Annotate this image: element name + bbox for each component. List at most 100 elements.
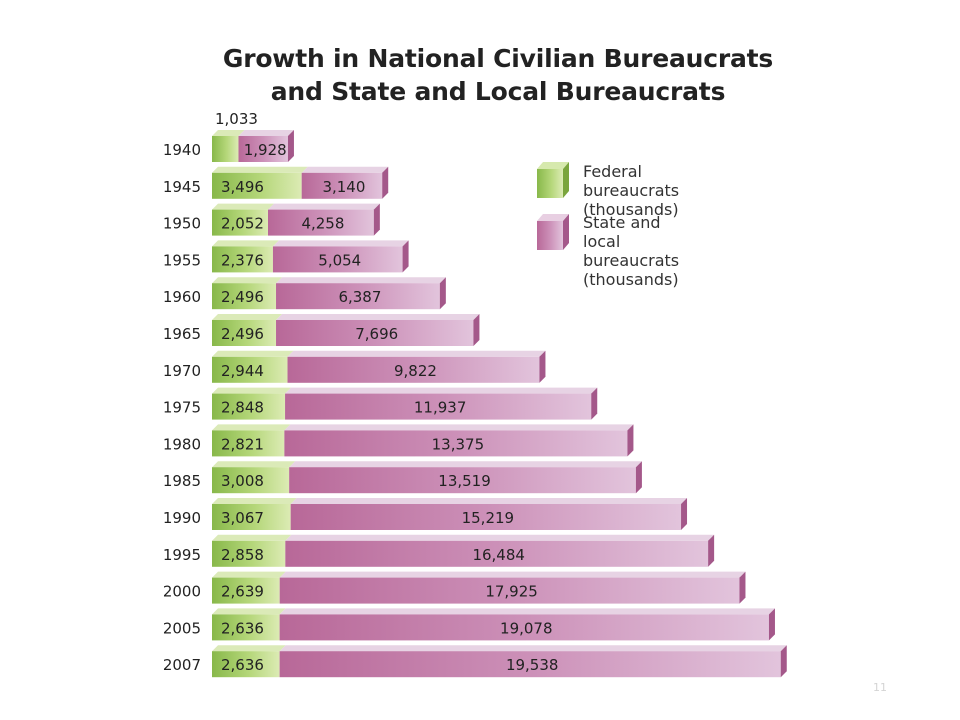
bar-side — [768, 608, 775, 641]
bar-top-state-local — [290, 498, 688, 504]
bar-state-local — [272, 246, 403, 273]
bar-top-state-local — [279, 608, 775, 615]
year-label: 1980 — [163, 435, 201, 453]
legend-state-local-line1: State and local bureaucrats — [583, 213, 680, 270]
bar-state-local — [276, 320, 474, 346]
bar-side — [780, 645, 787, 678]
bar-top-state-local — [279, 645, 787, 652]
bar-top-state-local — [289, 461, 642, 468]
state-local-value-label: 3,140 — [322, 178, 365, 196]
year-label: 2007 — [163, 656, 201, 674]
state-local-value-label: 16,484 — [472, 546, 525, 564]
federal-value-label: 2,376 — [221, 251, 264, 269]
legend-federal-swatch — [537, 162, 569, 198]
bar-top-state-local — [279, 571, 746, 578]
bar-federal — [212, 209, 268, 236]
bar-top-state-local — [238, 130, 294, 136]
bar-federal — [212, 504, 291, 530]
state-local-value-label: 17,925 — [485, 583, 538, 601]
federal-value-label: 2,496 — [221, 325, 264, 343]
bar-top-state-local — [285, 387, 598, 394]
bar-side — [739, 571, 746, 604]
federal-value-label: 2,639 — [221, 583, 264, 601]
bar-side — [287, 130, 294, 162]
state-local-value-label: 6,387 — [338, 288, 381, 306]
federal-value-label: 2,052 — [221, 215, 264, 233]
bar-top-federal — [212, 461, 296, 468]
federal-value-label: 2,636 — [221, 656, 264, 674]
bar-top-state-local — [284, 424, 634, 431]
bar-federal — [212, 283, 277, 310]
bar-top-federal — [212, 645, 286, 652]
bar-state-local — [285, 393, 592, 420]
legend-federal-line1: Federal bureaucrats — [583, 162, 680, 200]
chart-title: Growth in National Civilian Bureaucrats … — [0, 42, 960, 108]
bar-state-local — [276, 283, 440, 310]
bar-top-federal — [212, 608, 286, 615]
federal-value-label: 2,496 — [221, 288, 264, 306]
state-local-value-label: 13,519 — [438, 472, 491, 490]
year-label: 1950 — [163, 215, 201, 233]
bar-top-federal — [212, 571, 286, 578]
bar-top-state-local — [276, 314, 480, 320]
bar-top-federal — [212, 387, 292, 394]
bar-side — [591, 387, 598, 420]
bar-top-state-local — [301, 166, 389, 173]
federal-value-label: 2,944 — [221, 362, 264, 380]
bar-state-local — [279, 614, 769, 641]
bar-side — [373, 203, 380, 236]
bar-state-local — [279, 577, 740, 604]
bar-state-local — [268, 209, 374, 236]
state-local-value-label: 15,219 — [462, 509, 515, 527]
bar-top-federal — [212, 350, 294, 357]
bar-top-federal — [212, 498, 297, 504]
state-local-value-label: 4,258 — [301, 215, 344, 233]
federal-value-label: 2,848 — [221, 399, 264, 417]
bar-side — [539, 350, 546, 383]
federal-value-label: 2,636 — [221, 619, 264, 637]
year-label: 1975 — [163, 399, 201, 417]
bar-federal — [212, 540, 286, 567]
year-label: 1985 — [163, 472, 201, 490]
state-local-value-label: 19,538 — [506, 656, 559, 674]
bar-state-local — [290, 504, 682, 530]
state-local-value-label: 9,822 — [394, 362, 437, 380]
bar-federal — [212, 393, 286, 420]
federal-value-label: 2,858 — [221, 546, 264, 564]
year-label: 1990 — [163, 509, 201, 527]
year-label: 2000 — [163, 583, 201, 601]
bar-side — [635, 461, 642, 494]
federal-value-label: 1,033 — [215, 110, 258, 128]
bar-federal — [212, 430, 285, 457]
bar-side — [473, 314, 480, 346]
state-local-value-label: 1,928 — [244, 141, 287, 159]
state-local-value-label: 5,054 — [318, 251, 361, 269]
bar-federal — [212, 246, 273, 273]
bar-top-federal — [212, 314, 283, 320]
bar-side — [708, 534, 715, 567]
bar-side — [382, 166, 389, 199]
bar-state-local — [284, 430, 628, 457]
bar-side — [627, 424, 634, 457]
bar-side — [681, 498, 688, 530]
bar-top-state-local — [285, 534, 715, 541]
bar-top-federal — [212, 166, 308, 173]
legend-state-local-swatch — [537, 214, 569, 250]
bar-top-state-local — [272, 240, 409, 247]
bar-top-federal — [212, 424, 291, 431]
state-local-value-label: 13,375 — [432, 435, 485, 453]
bar-side — [439, 277, 446, 310]
state-local-value-label: 7,696 — [355, 325, 398, 343]
federal-value-label: 3,008 — [221, 472, 264, 490]
year-label: 1955 — [163, 251, 201, 269]
bar-side — [402, 240, 409, 273]
bar-top-state-local — [268, 203, 380, 210]
year-label: 1995 — [163, 546, 201, 564]
year-label: 1945 — [163, 178, 201, 196]
bar-state-local — [287, 356, 540, 383]
bar-federal — [212, 356, 288, 383]
legend-federal-line2: (thousands) — [583, 200, 679, 219]
year-label: 2005 — [163, 619, 201, 637]
bar-top-federal — [212, 240, 279, 247]
